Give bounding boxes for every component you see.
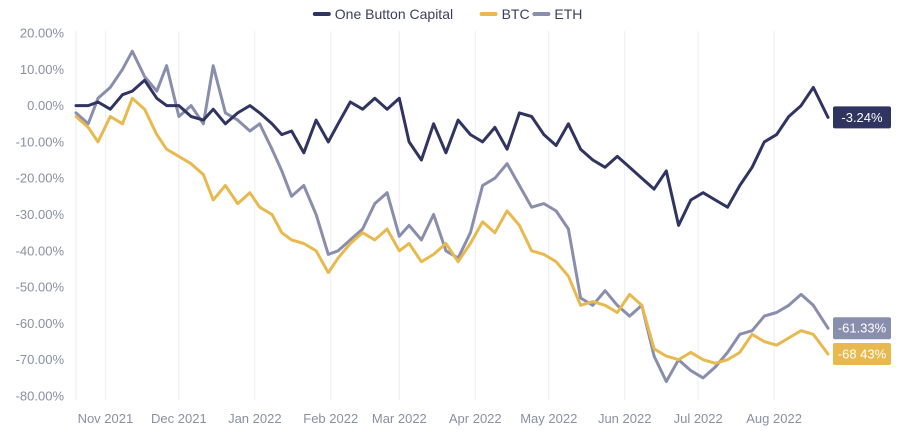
series-line-one-button-capital (74, 78, 830, 227)
x-tick-label: Feb 2022 (303, 411, 358, 426)
x-axis-ticks: Nov 2021 Dec 2021 Jan 2022 Feb 2022 Mar 2022… (78, 411, 802, 426)
legend-item-btc: BTC (479, 6, 530, 22)
end-label-one-button-capital: -3.24% (833, 106, 891, 129)
y-tick-label: -40.00% (16, 243, 65, 258)
y-tick-label: -80.00% (16, 389, 65, 404)
legend-item-one-button-capital: One Button Capital (312, 6, 453, 22)
y-tick-label: -60.00% (16, 316, 65, 331)
x-tick-label: Jan 2022 (228, 411, 282, 426)
y-tick-label: -70.00% (16, 352, 65, 367)
end-label-text: -68 43% (838, 347, 887, 362)
y-tick-label: -20.00% (16, 171, 65, 186)
end-label-eth: -61.33% (833, 317, 891, 340)
end-label-text: -61.33% (838, 321, 887, 336)
series-line-btc (74, 96, 830, 365)
legend: One Button Capital BTC ETH (312, 6, 582, 22)
x-tick-label: Apr 2022 (449, 411, 502, 426)
x-tick-label: May 2022 (520, 411, 577, 426)
y-tick-label: -50.00% (16, 280, 65, 295)
end-label-text: -3.24% (841, 110, 883, 125)
y-axis-ticks: 20.00% 10.00% 0.00% -10.00% -20.00% -30.00% -4… (16, 26, 65, 404)
x-tick-label: Dec 2021 (151, 411, 207, 426)
y-tick-label: 0.00% (27, 98, 64, 113)
x-tick-label: Jun 2022 (598, 411, 652, 426)
legend-label: ETH (554, 6, 582, 22)
x-tick-label: Jul 2022 (674, 411, 723, 426)
end-label-box (833, 317, 891, 340)
legend-item-eth: ETH (532, 6, 582, 22)
legend-label: BTC (502, 6, 530, 22)
series-line-eth (74, 49, 830, 383)
y-tick-label: 20.00% (20, 26, 65, 41)
end-label-box (833, 343, 891, 366)
x-tick-label: Nov 2021 (78, 411, 134, 426)
end-labels: -3.24% -61.33% -68 43% (833, 106, 891, 366)
y-tick-label: 10.00% (20, 62, 65, 77)
x-tick-label: Aug 2022 (746, 411, 802, 426)
y-tick-label: -30.00% (16, 207, 65, 222)
legend-label: One Button Capital (335, 6, 453, 22)
grid (75, 31, 775, 400)
y-tick-label: -10.00% (16, 134, 65, 149)
end-label-box (833, 106, 891, 129)
x-tick-label: Mar 2022 (372, 411, 427, 426)
end-label-btc: -68 43% (833, 343, 891, 366)
series-lines (74, 49, 830, 383)
